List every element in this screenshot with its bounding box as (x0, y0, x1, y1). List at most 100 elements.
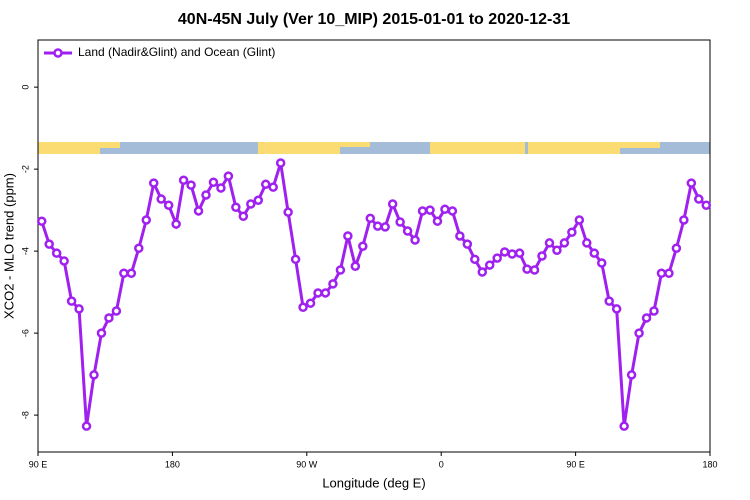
plot-frame (37, 39, 711, 453)
data-point (649, 306, 659, 316)
data-point (59, 256, 69, 266)
data-point (664, 268, 674, 279)
data-point (231, 202, 241, 213)
data-point (679, 215, 689, 225)
data-point (313, 288, 323, 298)
data-point (171, 219, 181, 229)
data-point (477, 267, 488, 277)
data-point (193, 206, 204, 216)
data-point (641, 313, 652, 323)
data-point (567, 227, 577, 238)
data-point (455, 231, 465, 241)
data-point (582, 238, 592, 248)
data-point (275, 158, 286, 168)
data-point (66, 296, 77, 306)
data-point (350, 261, 361, 272)
data-point (298, 302, 308, 313)
x-tick-label: 90 E (29, 459, 48, 469)
land-ocean-strip (38, 142, 710, 154)
data-point (178, 175, 189, 185)
data-point (246, 199, 256, 209)
data-point (686, 178, 697, 188)
data-point (462, 239, 473, 249)
series-line (40, 162, 708, 427)
data-point (89, 370, 99, 380)
data-point (51, 248, 62, 258)
data-point (492, 253, 502, 263)
x-axis-label: Longitude (deg E) (322, 475, 425, 490)
data-point (216, 183, 226, 193)
data-point (238, 211, 249, 222)
data-point (148, 178, 159, 188)
data-point (410, 235, 420, 245)
y-tick-label: -6 (20, 329, 30, 337)
data-point (552, 245, 562, 256)
x-tick-label: 90 W (296, 459, 318, 469)
data-point (559, 238, 570, 248)
data-point (537, 251, 547, 261)
data-point (380, 222, 390, 232)
data-point (163, 200, 174, 210)
data-point (111, 306, 122, 316)
data-point (507, 249, 517, 259)
data-point (186, 180, 196, 190)
data-point (208, 177, 219, 188)
data-point (484, 260, 495, 270)
data-point (694, 194, 704, 204)
x-tick-label: 180 (165, 459, 180, 469)
x-tick-label: 90 E (566, 459, 585, 469)
y-tick-label: -2 (20, 165, 30, 173)
data-point (134, 243, 144, 254)
data-point (126, 268, 137, 279)
data-point (223, 171, 234, 181)
data-point (358, 241, 368, 251)
chart-title: 40N-45N July (Ver 10_MIP) 2015-01-01 to … (178, 11, 570, 28)
data-point (611, 304, 622, 314)
data-point (96, 328, 107, 338)
x-tick-label: 180 (702, 459, 717, 469)
data-point (589, 248, 600, 258)
data-point (604, 296, 614, 306)
data-point (74, 304, 84, 314)
data-point (447, 206, 458, 216)
data-point (290, 254, 301, 265)
legend-marker (53, 48, 63, 58)
x-tick-label: 0 (439, 459, 444, 469)
data-point (36, 216, 47, 226)
data-point (529, 265, 540, 275)
data-point (81, 421, 92, 431)
data-point (320, 288, 331, 298)
data-point (141, 215, 152, 225)
data-point (656, 268, 667, 279)
data-point (596, 258, 607, 268)
y-tick-label: -4 (20, 247, 30, 255)
data-point (634, 328, 644, 338)
legend-label: Land (Nadir&Glint) and Ocean (Glint) (78, 45, 275, 59)
data-point (514, 248, 525, 258)
data-point (522, 264, 532, 274)
data-point (343, 231, 353, 241)
data-point (470, 254, 480, 265)
data-point (372, 221, 383, 231)
data-point (268, 182, 278, 192)
data-point (365, 213, 376, 224)
data-point (544, 238, 555, 248)
data-point (440, 204, 450, 215)
data-point (499, 247, 510, 257)
data-point (44, 239, 54, 249)
data-point (402, 226, 413, 236)
data-point (328, 279, 338, 289)
data-point (253, 195, 264, 206)
data-point (432, 216, 443, 226)
data-point (156, 194, 166, 204)
data-point (619, 421, 629, 431)
data-point (395, 217, 405, 227)
data-point (701, 200, 712, 210)
data-point (417, 206, 428, 216)
data-point (201, 190, 211, 200)
y-tick-label: 0 (20, 85, 30, 90)
data-point (626, 370, 637, 380)
data-point (574, 215, 585, 225)
data-point (283, 207, 293, 217)
